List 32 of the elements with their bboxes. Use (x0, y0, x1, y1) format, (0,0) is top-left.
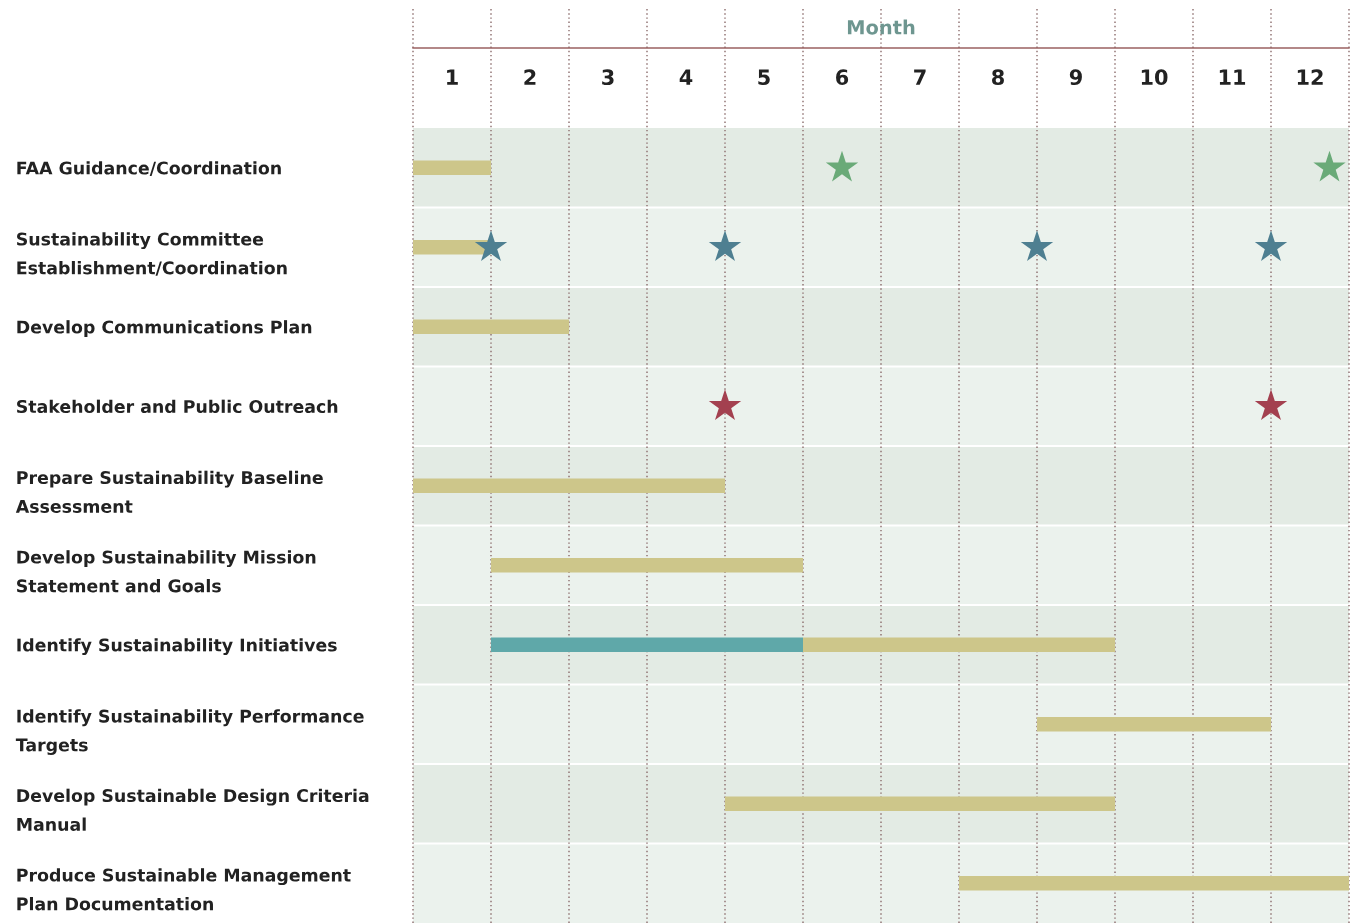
x-tick-label: 11 (1219, 69, 1246, 85)
x-tick-label: 9 (1069, 69, 1082, 86)
x-tick-label: 4 (679, 69, 693, 85)
x-tick-label: 1 (447, 69, 458, 85)
y-tick-label: Sustainability Committee Establishment/Coordination (17, 232, 287, 276)
bar (491, 558, 803, 573)
y-tick-label: Develop Sustainability Mission Statement and Goals (17, 550, 316, 593)
x-tick-label: 10 (1141, 69, 1168, 86)
y-tick-label: Develop Sustainable Design Criteria Manual (17, 788, 369, 831)
x-tick-label: 6 (836, 69, 849, 86)
bar (803, 637, 1115, 652)
bar (413, 319, 569, 334)
x-tick-label: 2 (524, 69, 536, 85)
bar (1037, 717, 1271, 732)
y-tick-label: Identify Sustainability Initiatives (17, 638, 337, 656)
x-tick-label: 12 (1297, 69, 1323, 85)
x-axis-title: Month (847, 19, 915, 35)
bar (413, 478, 725, 493)
bar (959, 876, 1349, 891)
y-tick-label: Prepare Sustainability Baseline Assessment (15, 470, 323, 513)
x-tick-label: 8 (992, 69, 1004, 86)
bar (413, 160, 491, 175)
y-tick-label: Develop Communications Plan (17, 320, 312, 337)
y-tick-label: FAA Guidance/Coordination (17, 161, 281, 176)
x-tick-label: 3 (602, 69, 614, 86)
bar (725, 796, 1115, 811)
x-tick-label: 5 (758, 69, 770, 86)
x-tick-label: 7 (914, 69, 926, 85)
bar (491, 637, 803, 652)
y-tick-label: Produce Sustainable Management Plan Documentation (17, 868, 351, 911)
y-tick-label: Stakeholder and Public Outreach (17, 399, 338, 414)
y-tick-label: Identify Sustainability Performance Targets (15, 709, 364, 755)
